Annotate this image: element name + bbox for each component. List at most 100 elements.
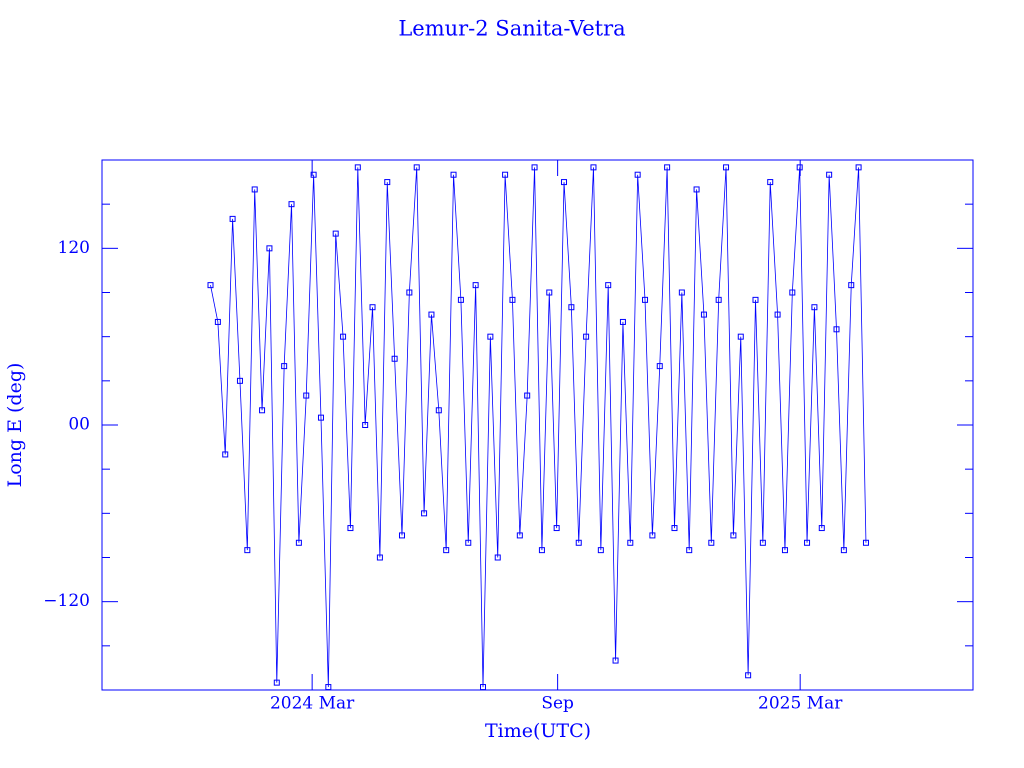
point: [848, 282, 855, 289]
x-tick-label: 2025 Mar: [758, 694, 843, 714]
point: [480, 684, 487, 690]
point: [862, 539, 869, 546]
point: [332, 230, 339, 237]
point: [789, 289, 796, 296]
point: [509, 296, 516, 303]
point: [745, 672, 752, 679]
point: [428, 311, 435, 318]
point: [583, 333, 590, 340]
point: [273, 679, 280, 686]
point: [531, 164, 538, 171]
point: [627, 539, 634, 546]
chart-title: Lemur-2 Sanita-Vetra: [398, 17, 625, 41]
point: [612, 657, 619, 664]
point: [354, 164, 361, 171]
series-line: [210, 167, 867, 688]
point: [671, 525, 678, 532]
point: [325, 684, 332, 690]
point: [759, 539, 766, 546]
point: [634, 171, 641, 178]
point: [605, 282, 612, 289]
point: [642, 296, 649, 303]
point: [715, 296, 722, 303]
point: [553, 525, 560, 532]
point: [781, 547, 788, 554]
point: [840, 547, 847, 554]
point: [435, 407, 442, 414]
y-tick-label: −120: [43, 591, 90, 611]
point: [259, 407, 266, 414]
point: [376, 554, 383, 561]
point: [575, 539, 582, 546]
point: [737, 333, 744, 340]
point: [244, 547, 251, 554]
point: [369, 304, 376, 311]
point: [214, 318, 221, 325]
point: [494, 554, 501, 561]
x-tick-label: Sep: [541, 694, 574, 714]
point: [818, 525, 825, 532]
point: [678, 289, 685, 296]
x-tick-label: 2024 Mar: [270, 694, 355, 714]
point: [281, 363, 288, 370]
point: [340, 333, 347, 340]
point: [649, 532, 656, 539]
y-tick-label: 120: [58, 238, 90, 258]
plot-area: [207, 164, 869, 690]
point: [774, 311, 781, 318]
point: [406, 289, 413, 296]
point: [303, 392, 310, 399]
point: [421, 510, 428, 517]
point: [619, 318, 626, 325]
point: [317, 414, 324, 421]
point: [664, 164, 671, 171]
point: [752, 296, 759, 303]
point: [362, 422, 369, 428]
point: [502, 171, 509, 178]
point: [723, 164, 730, 171]
point: [708, 539, 715, 546]
point: [450, 171, 457, 178]
point: [833, 326, 840, 333]
point: [767, 179, 774, 186]
y-tick-label: 00: [68, 415, 90, 435]
x-axis-label: Time(UTC): [485, 720, 591, 742]
point: [826, 171, 833, 178]
point: [251, 186, 258, 193]
point: [472, 282, 479, 289]
point: [222, 451, 229, 458]
point: [413, 164, 420, 171]
point: [855, 164, 862, 171]
point: [266, 245, 273, 252]
point: [295, 539, 302, 546]
point: [686, 547, 693, 554]
point: [538, 547, 545, 554]
point: [693, 186, 700, 193]
point: [443, 547, 450, 554]
point: [236, 377, 243, 384]
point: [465, 539, 472, 546]
point: [700, 311, 707, 318]
y-axis-label: Long E (deg): [4, 363, 26, 488]
point: [229, 215, 236, 222]
point: [811, 304, 818, 311]
point: [546, 289, 553, 296]
point: [310, 171, 317, 178]
point: [656, 363, 663, 370]
point: [590, 164, 597, 171]
point: [730, 532, 737, 539]
point: [487, 333, 494, 340]
point: [207, 282, 214, 289]
point: [391, 355, 398, 362]
point: [524, 392, 531, 399]
plot-frame: [101, 159, 974, 691]
point: [597, 547, 604, 554]
point: [347, 525, 354, 532]
point: [288, 201, 295, 208]
point: [516, 532, 523, 539]
point: [398, 532, 405, 539]
point: [384, 179, 391, 186]
point: [568, 304, 575, 311]
